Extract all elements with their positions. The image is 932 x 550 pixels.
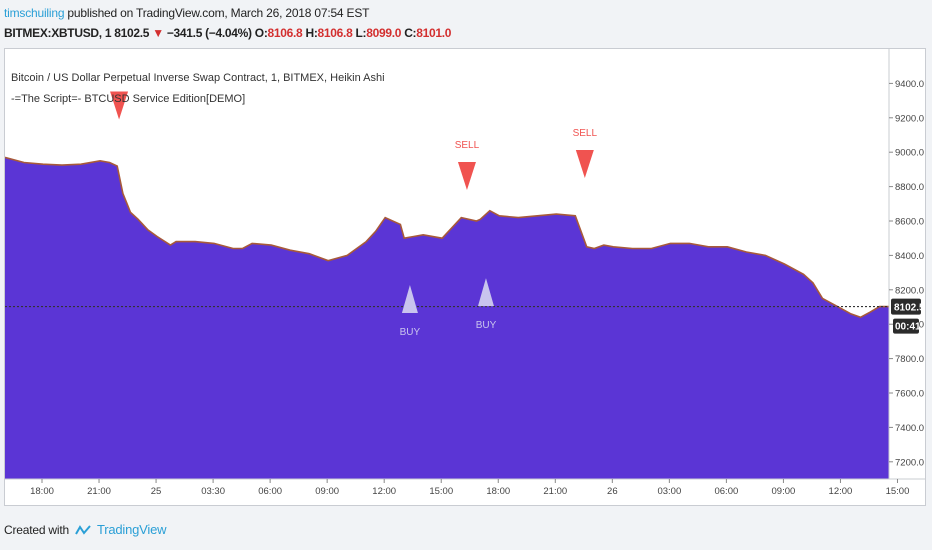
y-tick-label: 9400.0	[895, 79, 924, 90]
down-arrow-icon: ▼	[152, 26, 164, 40]
sell-signal-icon	[457, 162, 476, 190]
price-chart[interactable]: SELL SELL BUY BUY 7200.0 7400.0 7600.0 7800.0 8…	[4, 49, 925, 505]
x-tick-label: 06:00	[714, 486, 738, 497]
indicator-legend: -=The Script=- BTCUSD Service Edition[DE…	[11, 93, 245, 105]
y-tick-label: 7200.0	[895, 457, 924, 468]
chart-legend-title: Bitcoin / US Dollar Perpetual Inverse Sw…	[11, 72, 385, 84]
footer: Created with TradingView	[4, 522, 167, 537]
x-tick-label: 18:00	[30, 486, 54, 497]
sell-label: SELL	[573, 128, 598, 139]
close-label: C:	[404, 26, 417, 40]
open-label: O:	[254, 26, 268, 40]
publish-text: published on TradingView.com, March 26, …	[64, 6, 370, 20]
x-tick-label: 26	[607, 486, 618, 497]
symbol-ohlc-bar: BITMEX:XBTUSD, 1 8102.5 ▼ −341.5 (−4.04%…	[4, 26, 451, 40]
created-with-text: Created with	[4, 522, 69, 537]
price-axis[interactable]: 7200.07400.07600.07800.08000.08200.08400…	[888, 49, 925, 479]
y-tick-label: 9000.0	[895, 148, 924, 159]
buy-signal-icon	[477, 278, 494, 307]
open-value: 8106.8	[267, 26, 303, 40]
x-tick-label: 03:00	[657, 486, 681, 497]
symbol-label: BITMEX:XBTUSD, 1	[4, 26, 112, 40]
chart-panel[interactable]: SELL SELL BUY BUY 7200.0 7400.0 7600.0 7800.0 8…	[4, 48, 926, 506]
x-tick-label: 18:00	[486, 486, 510, 497]
price-badge: 8102.5	[891, 298, 925, 315]
tradingview-brand[interactable]: TradingView	[96, 522, 167, 537]
price-axis-bg	[889, 49, 925, 479]
last-price: 8102.5	[114, 26, 150, 40]
close-value: 8101.0	[416, 26, 452, 40]
x-tick-label: 21:00	[87, 486, 111, 497]
y-tick-label: 7800.0	[895, 354, 924, 365]
x-tick-label: 03:30	[201, 486, 225, 497]
publish-info: timschuiling published on TradingView.co…	[4, 6, 369, 20]
sell-signal-icon	[110, 91, 129, 120]
low-value: 8099.0	[366, 26, 402, 40]
y-tick-label: 9200.0	[895, 113, 924, 124]
author-link[interactable]: timschuiling	[4, 6, 65, 20]
x-tick-label: 09:00	[772, 486, 796, 497]
buy-signal-icon	[401, 284, 418, 313]
area-layer	[4, 156, 889, 479]
low-label: L:	[355, 26, 367, 40]
x-tick-label: 15:00	[886, 486, 910, 497]
x-tick-label: 25	[151, 486, 162, 497]
tradingview-logo-icon	[75, 524, 91, 535]
price-area	[5, 157, 889, 479]
buy-label: BUY	[400, 327, 421, 338]
y-tick-label: 8400.0	[895, 251, 924, 262]
time-axis[interactable]: 18:00 21:00 25 03:30 06:00 09:00 12:00 15:00 18:…	[5, 478, 925, 497]
high-value: 8106.8	[317, 26, 353, 40]
y-tick-label: 7600.0	[895, 389, 924, 400]
price-badge-text: 8102.5	[894, 303, 925, 314]
x-tick-label: 12:00	[372, 486, 396, 497]
y-tick-label: 8800.0	[895, 182, 924, 193]
y-tick-label: 7400.0	[895, 423, 924, 434]
sell-label: SELL	[455, 140, 480, 151]
price-change: −341.5 (−4.04%)	[166, 26, 252, 40]
price-line-edge	[4, 156, 889, 319]
time-badge: 00:41	[893, 318, 921, 334]
high-label: H:	[305, 26, 318, 40]
y-tick-label: 8600.0	[895, 217, 924, 228]
x-tick-label: 15:00	[429, 486, 453, 497]
y-tick-label: 8200.0	[895, 285, 924, 296]
x-tick-label: 06:00	[258, 486, 282, 497]
buy-label: BUY	[476, 320, 497, 331]
x-tick-label: 09:00	[315, 486, 339, 497]
x-tick-label: 21:00	[543, 486, 567, 497]
x-tick-label: 12:00	[829, 486, 853, 497]
signal-layer: SELL SELL BUY BUY	[110, 91, 597, 338]
sell-signal-icon	[575, 149, 594, 178]
countdown-badge-text: 00:41	[895, 322, 921, 333]
